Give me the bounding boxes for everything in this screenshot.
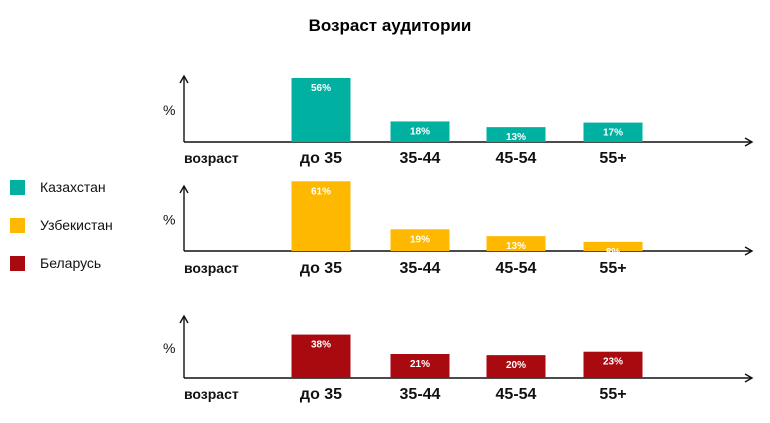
- x-axis-arrow: [744, 246, 754, 256]
- category-label: 45-54: [496, 386, 537, 403]
- chart-panels: % возраст 56% до 35 18% 35-44 13% 45-54 17% 55+% в…: [163, 74, 754, 403]
- category-label: до 35: [300, 150, 342, 167]
- category-label: 55+: [599, 150, 626, 167]
- x-axis-arrow: [744, 373, 754, 383]
- legend-swatch: [10, 218, 25, 233]
- panel-3: % возраст 38% до 35 21% 35-44 20% 45-54 23% 55+: [163, 314, 754, 403]
- category-label: 45-54: [496, 260, 537, 277]
- data-label: 56%: [311, 83, 331, 94]
- data-label: 13%: [506, 241, 526, 252]
- x-axis-word: возраст: [184, 150, 239, 166]
- category-label: 35-44: [400, 150, 441, 167]
- legend-item: Казахстан: [10, 179, 106, 195]
- bar: [291, 181, 351, 251]
- bar: [390, 354, 450, 378]
- bar: [291, 78, 351, 142]
- x-axis-word: возраст: [184, 260, 239, 276]
- legend-swatch: [10, 256, 25, 271]
- data-label: 17%: [603, 128, 623, 139]
- panel-1: % возраст 56% до 35 18% 35-44 13% 45-54 17% 55+: [163, 74, 754, 167]
- bar: [390, 121, 450, 142]
- data-label: 23%: [603, 357, 623, 368]
- bar: [390, 229, 450, 251]
- legend-label: Беларусь: [40, 255, 101, 271]
- data-label: 18%: [410, 126, 430, 137]
- data-label: 13%: [506, 132, 526, 143]
- category-label: до 35: [300, 260, 342, 277]
- data-label: 61%: [311, 186, 331, 197]
- data-label: 20%: [506, 360, 526, 371]
- chart-title: Возраст аудитории: [309, 16, 472, 35]
- y-unit-label: %: [163, 340, 175, 356]
- data-label: 19%: [410, 234, 430, 245]
- category-label: 55+: [599, 260, 626, 277]
- y-axis-arrow: [179, 74, 189, 84]
- data-label: 21%: [410, 359, 430, 370]
- legend-label: Казахстан: [40, 179, 106, 195]
- y-axis-arrow: [179, 314, 189, 324]
- bar: [486, 236, 546, 251]
- bar: [583, 241, 643, 251]
- y-unit-label: %: [163, 102, 175, 118]
- category-label: 35-44: [400, 386, 441, 403]
- bar: [486, 127, 546, 142]
- category-label: 45-54: [496, 150, 537, 167]
- y-unit-label: %: [163, 212, 175, 228]
- legend-swatch: [10, 180, 25, 195]
- bar: [486, 355, 546, 378]
- bar: [583, 122, 643, 142]
- panel-2: % возраст 61% до 35 19% 35-44 13% 45-54 8% 55+: [163, 181, 754, 277]
- bar: [291, 334, 351, 378]
- data-label: 38%: [311, 340, 331, 351]
- legend-item: Узбекистан: [10, 217, 113, 233]
- category-label: 55+: [599, 386, 626, 403]
- category-label: до 35: [300, 386, 342, 403]
- legend-label: Узбекистан: [40, 217, 113, 233]
- legend-item: Беларусь: [10, 255, 101, 271]
- bar: [583, 351, 643, 378]
- data-label: 8%: [606, 247, 621, 258]
- x-axis-word: возраст: [184, 386, 239, 402]
- x-axis-arrow: [744, 137, 754, 147]
- y-axis-arrow: [179, 184, 189, 194]
- legend: Казахстан Узбекистан Беларусь: [10, 179, 113, 271]
- category-label: 35-44: [400, 260, 441, 277]
